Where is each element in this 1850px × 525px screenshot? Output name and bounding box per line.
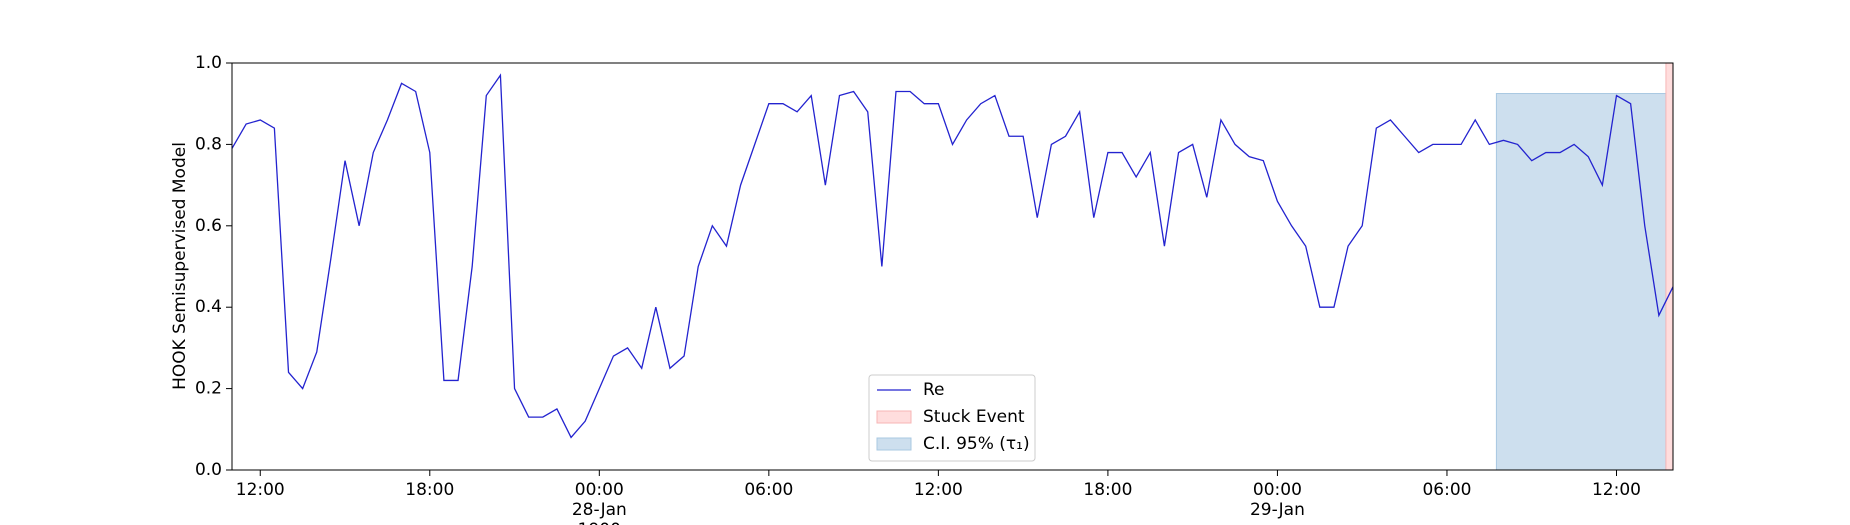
stuck-span	[1665, 62, 1674, 471]
legend-label: Re	[923, 380, 945, 400]
y-tick-label: 0.8	[195, 134, 222, 154]
x-tick-label: 18:00	[405, 480, 455, 500]
legend-label: Stuck Event	[923, 407, 1025, 427]
y-tick-label: 1.0	[195, 53, 222, 73]
y-tick-label: 0.4	[195, 297, 222, 317]
x-tick-label: 12:00	[235, 480, 285, 500]
legend-swatch	[876, 410, 912, 424]
ci-span	[1495, 93, 1667, 471]
x-tick-label: 00:00 29-Jan	[1249, 480, 1305, 520]
legend-label: C.I. 95% (τ₁)	[923, 434, 1030, 454]
x-tick-label: 06:00	[1422, 480, 1472, 500]
x-tick-label: 12:00	[913, 480, 963, 500]
legend-swatch	[876, 437, 912, 451]
x-tick-label: 06:00	[744, 480, 794, 500]
y-tick-label: 0.6	[195, 216, 222, 236]
y-tick-label: 0.0	[195, 460, 222, 480]
y-axis-label: HOOK Semisupervised Model	[170, 142, 190, 390]
x-tick-label: 18:00	[1083, 480, 1133, 500]
x-tick-label: 00:00 28-Jan 1900	[571, 480, 627, 525]
plot-frame	[231, 62, 1674, 471]
y-tick-label: 0.2	[195, 379, 222, 399]
data-line	[231, 73, 1674, 439]
x-tick-label: 12:00	[1591, 480, 1641, 500]
